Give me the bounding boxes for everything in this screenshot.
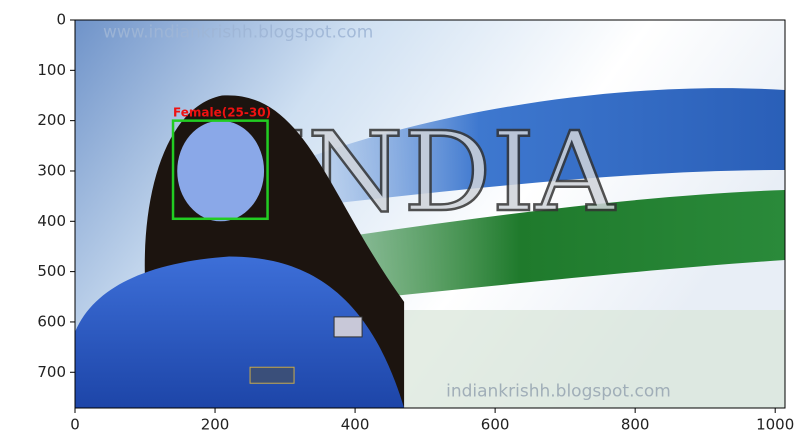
y-tick-label: 700 [37, 363, 66, 381]
photo: INDIAwww.indiankrishh.blogspot.comindian… [75, 20, 785, 408]
x-tick-label: 800 [621, 416, 650, 434]
watermark: www.indiankrishh.blogspot.com [103, 23, 373, 43]
flag-patch [334, 317, 362, 337]
y-tick-label: 600 [37, 312, 66, 330]
y-tick-label: 500 [37, 262, 66, 280]
watermark: indiankrishh.blogspot.com [446, 381, 671, 401]
y-tick-label: 100 [37, 61, 66, 79]
face [177, 121, 264, 222]
x-tick-label: 600 [481, 416, 510, 434]
x-tick-label: 200 [201, 416, 230, 434]
x-tick-label: 0 [70, 416, 80, 434]
y-tick-label: 300 [37, 161, 66, 179]
face-label: Female(25-30) [173, 106, 271, 120]
patch [250, 367, 294, 383]
y-tick-label: 0 [56, 11, 66, 29]
chart: INDIAwww.indiankrishh.blogspot.comindian… [0, 0, 812, 436]
y-tick-label: 200 [37, 111, 66, 129]
x-tick-label: 400 [341, 416, 370, 434]
y-tick-label: 400 [37, 212, 66, 230]
x-tick-label: 1000 [756, 416, 794, 434]
